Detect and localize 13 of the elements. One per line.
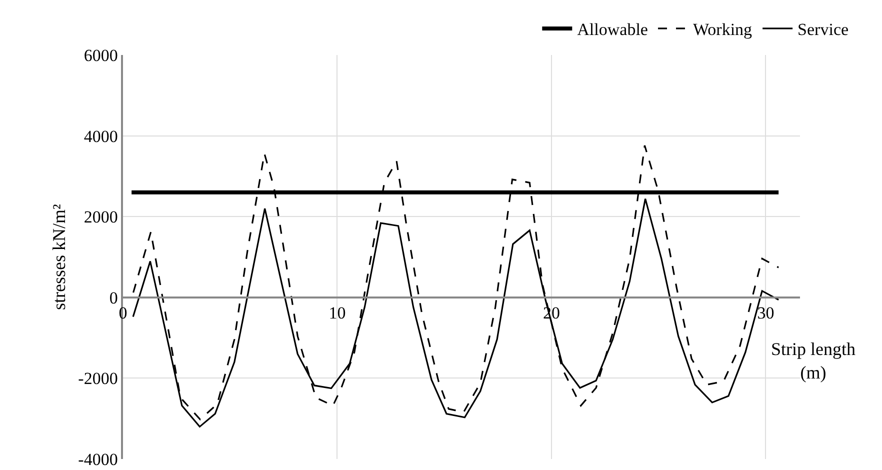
y-tick-label: 4000 [84, 126, 118, 146]
legend-label: Service [798, 20, 849, 40]
legend-label: Working [692, 20, 753, 40]
y-tick-label: -4000 [78, 450, 118, 469]
x-tick-label: 30 [757, 304, 774, 323]
y-axis-title: stresses kN/m² [48, 204, 69, 310]
y-tick-label: 0 [109, 288, 118, 308]
x-tick-label: 10 [328, 304, 346, 323]
y-tick-label: -2000 [78, 369, 118, 388]
x-axis-title: Strip length (m) [771, 339, 856, 382]
legend-label: Allowable [577, 20, 648, 40]
y-tick-label: 6000 [84, 46, 118, 65]
y-tick-label: 2000 [84, 208, 118, 227]
